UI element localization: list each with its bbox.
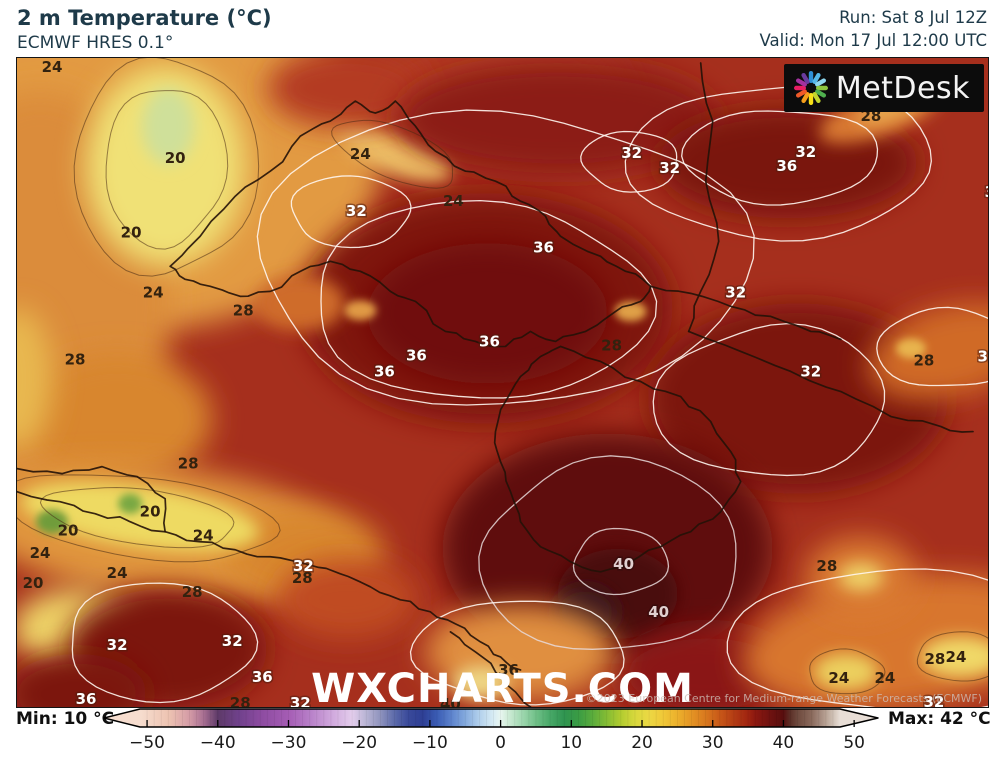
svg-text:36: 36 xyxy=(498,661,519,679)
watermark: WXCHARTS.COM xyxy=(311,666,694,712)
svg-text:40: 40 xyxy=(613,555,634,573)
valid-time: Valid: Mon 17 Jul 12:00 UTC xyxy=(759,31,988,50)
colorbar-tick: −40 xyxy=(199,733,236,753)
colorbar xyxy=(103,708,879,728)
svg-text:28: 28 xyxy=(925,650,946,668)
svg-text:40: 40 xyxy=(648,603,669,621)
colorbar-tick: 0 xyxy=(495,733,506,753)
colorbar-tick: 20 xyxy=(631,733,653,753)
svg-text:36: 36 xyxy=(533,238,554,256)
svg-text:20: 20 xyxy=(58,522,79,540)
svg-text:32: 32 xyxy=(293,557,314,575)
svg-text:32: 32 xyxy=(978,347,988,365)
svg-text:24: 24 xyxy=(107,564,128,582)
svg-text:24: 24 xyxy=(193,527,214,545)
svg-text:20: 20 xyxy=(23,574,44,592)
legend-min-label: Min: 10 °C xyxy=(16,709,115,729)
model-subtitle: ECMWF HRES 0.1° xyxy=(17,33,174,53)
svg-text:24: 24 xyxy=(30,544,51,562)
svg-text:28: 28 xyxy=(816,557,837,575)
svg-text:28: 28 xyxy=(65,350,86,368)
svg-text:28: 28 xyxy=(178,455,199,473)
colorbar-tick: 40 xyxy=(772,733,795,753)
colorbar-tick: −50 xyxy=(129,733,165,753)
svg-text:24: 24 xyxy=(143,283,164,301)
svg-text:24: 24 xyxy=(828,669,849,687)
svg-text:28: 28 xyxy=(182,583,203,601)
svg-text:28: 28 xyxy=(233,301,254,319)
svg-text:36: 36 xyxy=(76,690,97,707)
colorbar-tick: −10 xyxy=(411,733,448,753)
svg-text:24: 24 xyxy=(42,58,63,76)
colorbar-tick: 10 xyxy=(560,733,583,753)
svg-text:32: 32 xyxy=(346,202,367,220)
svg-text:36: 36 xyxy=(374,362,395,380)
svg-text:24: 24 xyxy=(874,669,895,687)
svg-text:36: 36 xyxy=(776,157,797,175)
copyright-text: ©2023 European Centre for Medium-range W… xyxy=(585,692,982,705)
svg-text:24: 24 xyxy=(443,192,464,210)
temperature-field-svg: 2420202428282424323632323632322836363628… xyxy=(17,58,988,707)
svg-text:32: 32 xyxy=(924,693,945,707)
svg-text:36: 36 xyxy=(406,346,427,364)
run-valid-block: Run: Sat 8 Jul 12Z Valid: Mon 17 Jul 12:… xyxy=(760,6,988,52)
svg-text:36: 36 xyxy=(252,668,273,686)
svg-text:28: 28 xyxy=(601,336,622,354)
metdesk-logo: MetDesk xyxy=(783,64,984,112)
svg-text:32: 32 xyxy=(621,144,642,162)
svg-text:32: 32 xyxy=(659,159,680,177)
colorbar-tick: 50 xyxy=(843,733,865,753)
svg-text:32: 32 xyxy=(107,636,128,654)
svg-text:40: 40 xyxy=(440,695,461,707)
svg-text:32: 32 xyxy=(222,632,243,650)
pinwheel-icon xyxy=(793,71,828,105)
svg-text:20: 20 xyxy=(140,503,161,521)
legend-max-label: Max: 42 °C xyxy=(888,709,991,729)
colorbar-tick: −20 xyxy=(341,733,378,753)
svg-text:32: 32 xyxy=(795,143,816,161)
svg-text:36: 36 xyxy=(479,332,500,350)
run-time: Run: Sat 8 Jul 12Z xyxy=(839,8,987,27)
svg-text:32: 32 xyxy=(725,283,746,301)
svg-text:32: 32 xyxy=(985,183,988,201)
svg-text:28: 28 xyxy=(292,569,313,587)
svg-text:28: 28 xyxy=(230,694,251,707)
temperature-map: 2420202428282424323632323632322836363628… xyxy=(16,57,989,712)
svg-text:20: 20 xyxy=(165,149,186,167)
svg-text:28: 28 xyxy=(913,351,934,369)
svg-text:24: 24 xyxy=(350,145,371,163)
svg-text:20: 20 xyxy=(121,223,142,241)
metdesk-logo-text: MetDesk xyxy=(835,70,970,106)
colorbar-tick: −30 xyxy=(270,733,307,753)
svg-text:32: 32 xyxy=(800,362,821,380)
page-title: 2 m Temperature (°C) xyxy=(17,6,272,30)
svg-text:24: 24 xyxy=(946,648,967,666)
colorbar-tick: 30 xyxy=(701,733,724,753)
svg-text:32: 32 xyxy=(290,694,311,707)
